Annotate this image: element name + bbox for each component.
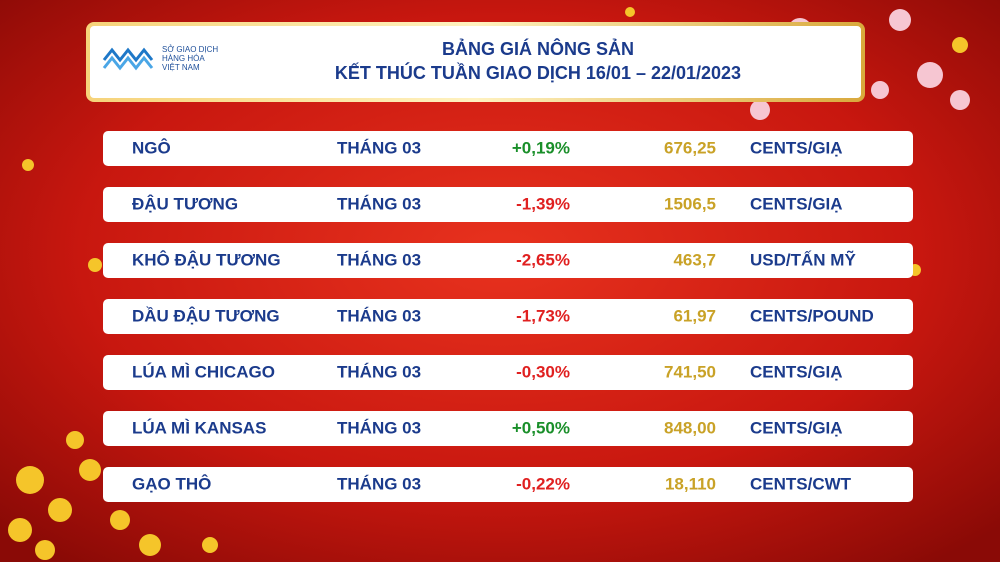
price: 463,7 [673, 250, 716, 269]
logo-icon [102, 47, 154, 71]
change: -2,65% [516, 250, 570, 269]
table-row [103, 467, 913, 502]
table-row [103, 299, 913, 334]
logo-text: HÀNG HÓA [162, 54, 205, 63]
commodity: DẦU ĐẬU TƯƠNG [132, 306, 280, 325]
commodity: GẠO THÔ [132, 474, 211, 493]
commodity: NGÔ [132, 138, 171, 157]
contract-month: THÁNG 03 [337, 194, 421, 213]
title: BẢNG GIÁ NÔNG SẢN [442, 38, 634, 59]
price: 848,00 [664, 418, 716, 437]
decoration [8, 7, 968, 560]
table-row [103, 187, 913, 222]
contract-month: THÁNG 03 [337, 418, 421, 437]
price: 676,25 [664, 138, 716, 157]
commodity: ĐẬU TƯƠNG [132, 194, 238, 213]
unit: CENTS/GIẠ [750, 418, 843, 437]
unit: CENTS/CWT [750, 474, 852, 493]
price-table: NGÔ THÁNG 03 +0,19% 676,25 CENTS/GIẠ ĐẬU TƯƠN… [103, 131, 913, 502]
price: 741,50 [664, 362, 716, 381]
change: -0,22% [516, 474, 570, 493]
price: 61,97 [673, 306, 716, 325]
table-row [103, 355, 913, 390]
unit: USD/TẤN MỸ [750, 249, 856, 269]
change: +0,19% [512, 138, 570, 157]
change: -1,39% [516, 194, 570, 213]
unit: CENTS/POUND [750, 306, 874, 325]
change: +0,50% [512, 418, 570, 437]
commodity: LÚA MÌ KANSAS [132, 418, 266, 437]
change: -0,30% [516, 362, 570, 381]
contract-month: THÁNG 03 [337, 250, 421, 269]
table-row [103, 131, 913, 166]
commodity: KHÔ ĐẬU TƯƠNG [132, 250, 281, 269]
contract-month: THÁNG 03 [337, 474, 421, 493]
logo-text: SỞ GIAO DỊCH [162, 45, 218, 54]
subtitle: KẾT THÚC TUẦN GIAO DỊCH 16/01 – 22/01/20… [335, 62, 741, 83]
unit: CENTS/GIẠ [750, 194, 843, 213]
commodity: LÚA MÌ CHICAGO [132, 362, 275, 381]
logo-text: VIỆT NAM [162, 63, 200, 72]
price: 18,110 [665, 474, 716, 493]
change: -1,73% [516, 306, 570, 325]
contract-month: THÁNG 03 [337, 362, 421, 381]
unit: CENTS/GIẠ [750, 138, 843, 157]
table-row [103, 411, 913, 446]
table-row [103, 243, 913, 278]
contract-month: THÁNG 03 [337, 138, 421, 157]
unit: CENTS/GIẠ [750, 362, 843, 381]
price: 1506,5 [664, 194, 716, 213]
contract-month: THÁNG 03 [337, 306, 421, 325]
header-banner [86, 22, 865, 102]
